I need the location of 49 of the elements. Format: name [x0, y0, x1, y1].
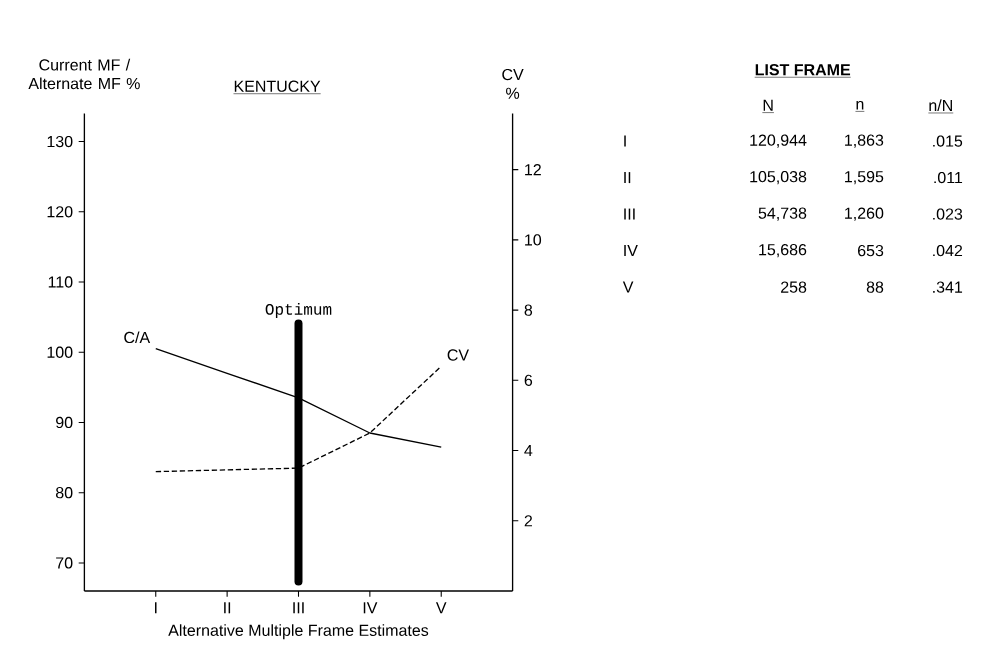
ref-line-label: Optimum [265, 303, 332, 318]
y2-tick-label: 10 [525, 234, 542, 246]
y-tick-label: 70 [56, 557, 73, 569]
y-axis-title: Current MF / Alternate MF % [28, 58, 140, 90]
text: 120,944 [750, 134, 807, 148]
text: 1,260 [845, 207, 884, 221]
text: LIST FRAME [755, 64, 851, 76]
text: n/N [929, 99, 952, 112]
y2-tick-label: 4 [524, 445, 533, 457]
text: .011 [934, 171, 963, 184]
y-tick-label: 130 [47, 135, 73, 148]
category-label: I [624, 135, 626, 147]
y2-tick-label: 6 [524, 374, 533, 386]
text: 258 [781, 281, 807, 293]
x-tick-label: I [155, 602, 157, 614]
category-label: II [624, 172, 631, 184]
text: 54,738 [758, 207, 807, 221]
text: 1,595 [845, 170, 884, 185]
y2-axis-title: CV % [502, 68, 524, 99]
category-label: V [622, 281, 634, 293]
y-tick-label: 110 [48, 276, 73, 288]
y2-tick-label: 12 [525, 164, 541, 176]
y2-tick-label: 2 [524, 515, 532, 527]
text: 105,038 [750, 170, 807, 185]
text: 15,686 [759, 243, 807, 258]
y-tick-label: 90 [56, 416, 73, 429]
y-tick-label: 100 [47, 346, 73, 358]
text: 653 [858, 244, 884, 257]
category-label: IV [624, 245, 638, 257]
chart-title: KENTUCKY [234, 80, 321, 92]
text: .341 [933, 281, 963, 293]
y-tick-label: 80 [55, 487, 73, 499]
x-tick-label: III [293, 602, 304, 614]
x-tick-label: IV [363, 602, 378, 614]
y2-tick-label: 8 [524, 304, 533, 316]
x-tick-label: V [435, 602, 447, 614]
text: N [763, 99, 773, 111]
text: .023 [933, 208, 963, 220]
x-tick-label: II [224, 602, 231, 614]
x-axis-title: Alternative Multiple Frame Estimates [168, 624, 429, 640]
text: n [856, 100, 864, 110]
series-label: CV [447, 349, 469, 361]
text: .015 [933, 135, 963, 147]
text: .042 [933, 244, 963, 257]
text: 1,863 [845, 134, 884, 148]
y-tick-label: 120 [47, 206, 73, 218]
text: 88 [866, 281, 884, 293]
category-label: III [624, 208, 635, 220]
series-label: C/A [124, 331, 151, 344]
